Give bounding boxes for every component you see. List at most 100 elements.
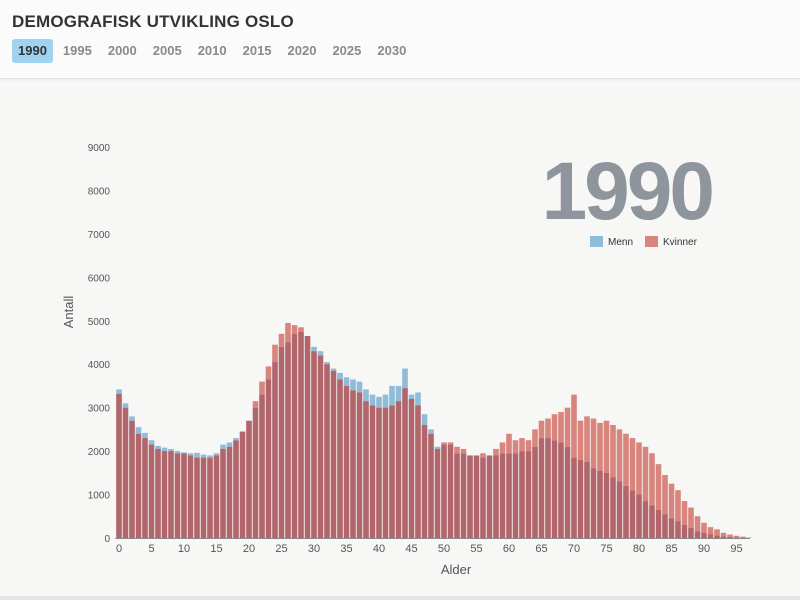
bar-overlap-40[interactable] (376, 407, 382, 538)
bar-overlap-38[interactable] (363, 401, 369, 538)
bar-overlap-9[interactable] (174, 453, 181, 538)
bar-kvinner-87[interactable] (681, 501, 688, 525)
bar-overlap-5[interactable] (148, 444, 155, 538)
bar-kvinner-24[interactable] (272, 344, 278, 363)
bar-overlap-35[interactable] (343, 385, 350, 538)
bar-overlap-13[interactable] (200, 457, 207, 538)
bar-menn-41[interactable] (382, 394, 389, 408)
bar-kvinner-85[interactable] (668, 483, 675, 519)
bar-menn-44[interactable] (402, 368, 408, 389)
bar-kvinner-76[interactable] (610, 425, 616, 478)
year-tab-1990[interactable]: 1990 (12, 39, 53, 63)
bar-menn-43[interactable] (395, 385, 402, 402)
bar-overlap-87[interactable] (681, 524, 688, 538)
bar-menn-46[interactable] (415, 392, 421, 406)
bar-overlap-32[interactable] (324, 364, 330, 538)
bar-overlap-68[interactable] (558, 442, 564, 538)
bar-menn-9[interactable] (174, 451, 181, 454)
bar-overlap-81[interactable] (642, 501, 649, 538)
bar-menn-49[interactable] (434, 446, 441, 449)
bar-menn-34[interactable] (337, 372, 343, 380)
bar-overlap-1[interactable] (122, 407, 129, 538)
bar-kvinner-90[interactable] (701, 522, 707, 533)
bar-overlap-28[interactable] (298, 331, 304, 538)
bar-menn-14[interactable] (207, 455, 213, 458)
bar-overlap-37[interactable] (356, 392, 363, 538)
bar-overlap-49[interactable] (434, 448, 441, 538)
bar-overlap-21[interactable] (252, 407, 259, 538)
bar-kvinner-53[interactable] (460, 448, 467, 454)
bar-overlap-60[interactable] (506, 453, 512, 538)
bar-overlap-74[interactable] (597, 470, 603, 538)
bar-overlap-11[interactable] (187, 455, 194, 538)
bar-overlap-95[interactable] (733, 537, 740, 538)
bar-menn-45[interactable] (408, 394, 415, 399)
bar-kvinner-62[interactable] (519, 438, 525, 452)
bar-overlap-16[interactable] (220, 448, 226, 538)
bar-kvinner-58[interactable] (493, 448, 499, 456)
bar-overlap-57[interactable] (486, 455, 493, 538)
bar-overlap-3[interactable] (135, 433, 142, 538)
bar-kvinner-81[interactable] (642, 446, 649, 502)
bar-kvinner-28[interactable] (298, 327, 304, 332)
bar-menn-4[interactable] (142, 432, 148, 439)
bar-overlap-50[interactable] (441, 444, 447, 538)
bar-overlap-10[interactable] (181, 453, 187, 538)
bar-overlap-69[interactable] (564, 446, 571, 538)
bar-kvinner-82[interactable] (649, 453, 655, 506)
bar-overlap-31[interactable] (317, 355, 324, 538)
bar-overlap-39[interactable] (369, 405, 376, 538)
bar-overlap-36[interactable] (350, 390, 356, 538)
bar-overlap-23[interactable] (265, 379, 272, 538)
bar-kvinner-70[interactable] (571, 394, 577, 458)
bar-kvinner-56[interactable] (480, 453, 486, 458)
year-tab-2010[interactable]: 2010 (197, 43, 227, 58)
bar-menn-6[interactable] (155, 445, 161, 449)
bar-menn-39[interactable] (369, 394, 376, 406)
bar-overlap-17[interactable] (226, 446, 233, 538)
bar-menn-2[interactable] (129, 416, 135, 421)
bar-kvinner-80[interactable] (636, 442, 642, 495)
bar-kvinner-51[interactable] (447, 442, 454, 445)
bar-overlap-15[interactable] (213, 455, 220, 538)
bar-overlap-61[interactable] (512, 453, 519, 538)
bar-overlap-80[interactable] (636, 494, 642, 538)
bar-overlap-63[interactable] (525, 451, 532, 538)
bar-overlap-86[interactable] (675, 521, 681, 538)
bar-overlap-30[interactable] (311, 351, 317, 538)
bar-kvinner-63[interactable] (525, 440, 532, 452)
bar-kvinner-83[interactable] (655, 464, 662, 510)
bar-overlap-25[interactable] (278, 346, 285, 538)
bar-menn-3[interactable] (135, 427, 142, 434)
bar-menn-37[interactable] (356, 381, 363, 393)
bar-overlap-48[interactable] (428, 433, 434, 538)
bar-overlap-8[interactable] (168, 451, 174, 538)
bar-kvinner-86[interactable] (675, 490, 681, 522)
bar-overlap-12[interactable] (194, 457, 200, 538)
bar-menn-48[interactable] (428, 429, 434, 434)
bar-overlap-22[interactable] (259, 394, 265, 538)
bar-overlap-67[interactable] (551, 440, 558, 538)
bar-menn-30[interactable] (311, 346, 317, 352)
bar-overlap-20[interactable] (246, 420, 252, 538)
bar-menn-13[interactable] (200, 454, 207, 458)
bar-overlap-26[interactable] (285, 342, 291, 539)
bar-menn-47[interactable] (421, 414, 428, 426)
bar-kvinner-61[interactable] (512, 440, 519, 454)
bar-kvinner-84[interactable] (662, 475, 668, 515)
year-tab-2000[interactable]: 2000 (107, 43, 137, 58)
bar-overlap-90[interactable] (701, 532, 707, 538)
bar-menn-18[interactable] (233, 438, 239, 441)
bar-kvinner-65[interactable] (538, 420, 545, 439)
bar-overlap-83[interactable] (655, 509, 662, 538)
bar-overlap-33[interactable] (330, 370, 337, 538)
bar-kvinner-74[interactable] (597, 422, 603, 471)
bar-overlap-53[interactable] (460, 453, 467, 538)
bar-overlap-47[interactable] (421, 425, 428, 538)
bar-kvinner-66[interactable] (545, 418, 551, 439)
bar-overlap-27[interactable] (291, 333, 298, 538)
year-tab-2005[interactable]: 2005 (152, 43, 182, 58)
bar-kvinner-89[interactable] (694, 516, 701, 532)
bar-kvinner-79[interactable] (629, 438, 636, 491)
bar-kvinner-60[interactable] (506, 433, 512, 454)
